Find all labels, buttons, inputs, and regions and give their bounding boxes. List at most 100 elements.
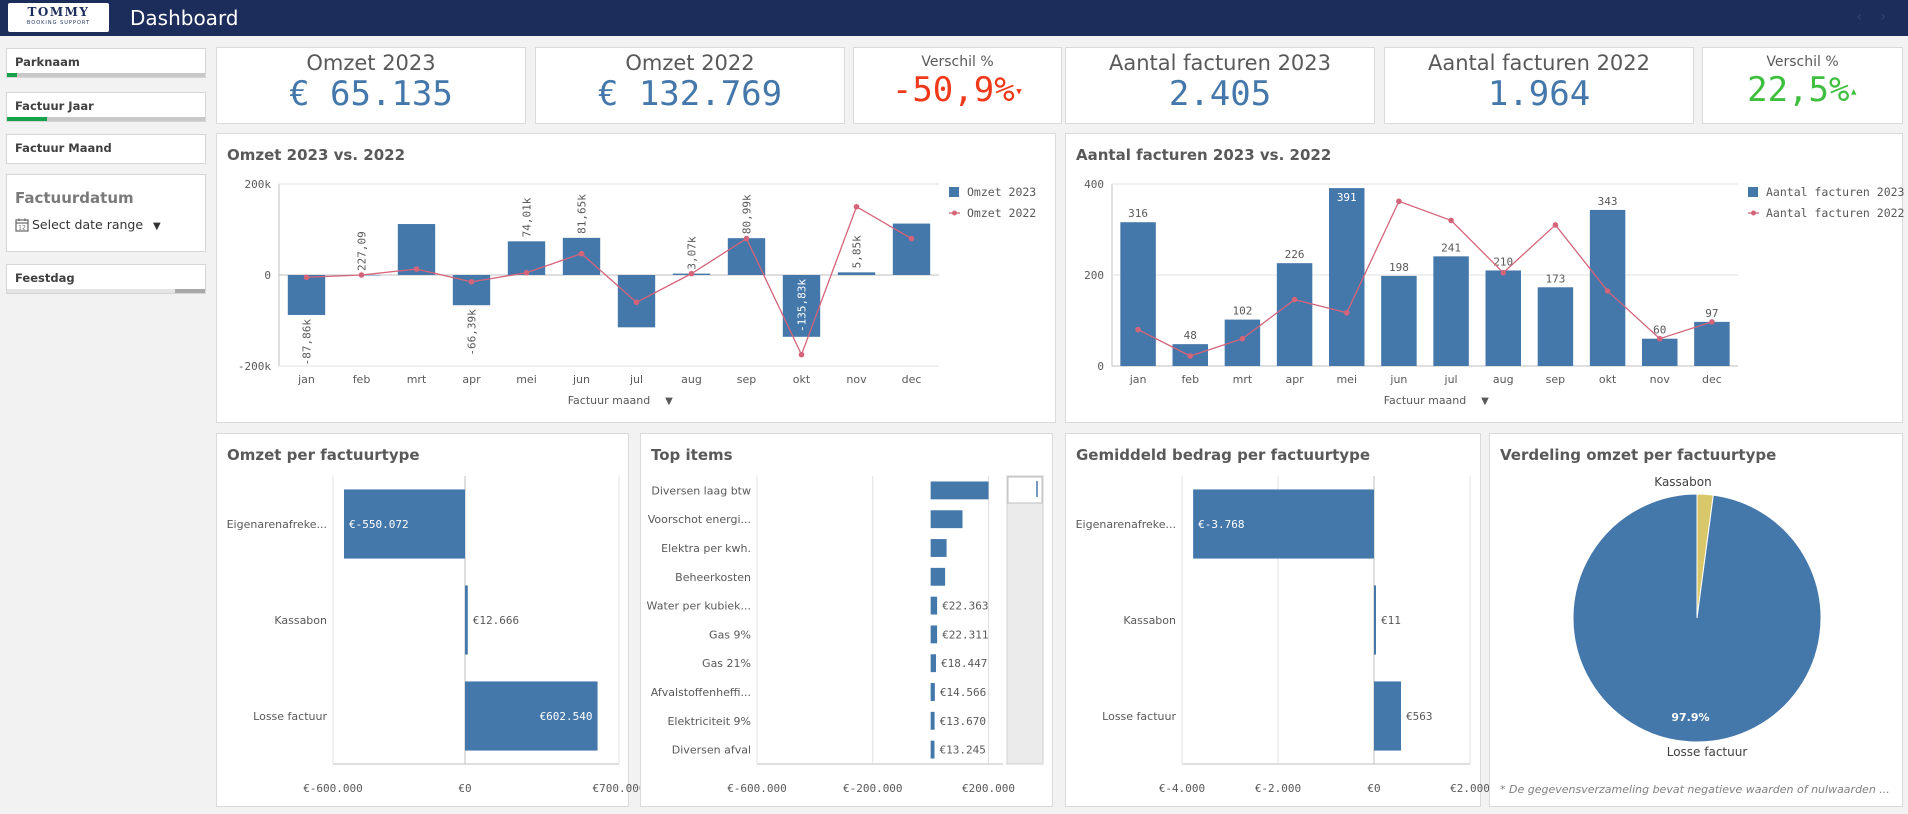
data-label: €11 xyxy=(1381,614,1401,627)
chart-omzet-per-factuurtype[interactable]: Omzet per factuurtype €-600.000 €0 €700.00… xyxy=(216,433,645,808)
filter-label: Feestdag xyxy=(15,271,75,285)
x-tick-label: mei xyxy=(516,373,537,386)
hbar-chart[interactable]: €-600.000 €-200.000 €200.000 Diversen laag … xyxy=(641,434,1054,808)
kpi-value: 1.964 xyxy=(1487,74,1591,114)
data-label: 227,09 xyxy=(356,231,369,271)
scrollbar[interactable] xyxy=(1006,475,1044,765)
x-tick-label: jul xyxy=(629,373,643,386)
category-label: Beheerkosten xyxy=(675,571,751,584)
chart-title: Verdeling omzet per factuurtype xyxy=(1500,446,1777,464)
bar xyxy=(343,489,465,559)
bar xyxy=(930,711,935,730)
y-tick-label: 400 xyxy=(1084,178,1104,191)
kpi-omzet-2022[interactable]: Omzet 2022 € 132.769 xyxy=(535,47,845,124)
x-tick-label: mrt xyxy=(1233,373,1253,386)
svg-text:12: 12 xyxy=(18,225,26,232)
x-tick-label: nov xyxy=(1650,373,1671,386)
kpi-verschil-facturen[interactable]: Verschil % 22,5%▴ xyxy=(1702,47,1903,124)
data-label: €563 xyxy=(1406,710,1433,723)
filter-parknaam[interactable]: Parknaam xyxy=(6,48,206,78)
data-label: 48 xyxy=(1184,329,1197,342)
chevron-down-icon[interactable]: ▼ xyxy=(153,221,161,232)
x-tick-label: sep xyxy=(1546,373,1565,386)
chart-top-items[interactable]: Top items €-600.000 €-200.000 €200.000 Dive… xyxy=(640,433,1053,807)
x-tick-label: okt xyxy=(1599,373,1617,386)
data-label: €13.245 xyxy=(939,744,985,757)
x-tick-label: aug xyxy=(681,373,702,386)
line-point xyxy=(1604,288,1611,294)
bar xyxy=(1329,188,1365,366)
x-axis-label: Factuur maand xyxy=(1384,394,1467,407)
line-point xyxy=(1656,335,1663,342)
legend-label: Omzet 2023 xyxy=(967,185,1036,199)
chart-title: Aantal facturen 2023 vs. 2022 xyxy=(1076,146,1332,164)
bar xyxy=(930,596,938,615)
kpi-value: € 65.135 xyxy=(289,74,453,114)
previous-sheet-icon[interactable]: ‹ xyxy=(1856,9,1862,25)
chart-aantal-facturen-2023-vs-2022[interactable]: Aantal facturen 2023 vs. 2022 400 200 0 316… xyxy=(1065,133,1905,424)
bar xyxy=(930,683,935,701)
chart-verdeling-omzet[interactable]: Verdeling omzet per factuurtype 97.9% Kas… xyxy=(1489,433,1903,807)
filter-progress-fill xyxy=(7,73,17,77)
logo-text: TOMMY xyxy=(27,5,90,19)
arrow-up-icon: ▴ xyxy=(1849,83,1858,100)
x-tick-label: €-600.000 xyxy=(303,782,363,795)
legend-swatch xyxy=(949,187,959,197)
category-label: Gas 21% xyxy=(702,657,751,670)
data-label: 343 xyxy=(1598,195,1618,208)
data-label: 74,01k xyxy=(521,197,534,237)
category-label: Eigenarenafreke... xyxy=(227,518,327,531)
kpi-omzet-2023[interactable]: Omzet 2023 € 65.135 xyxy=(216,47,526,124)
data-label: 5,85k xyxy=(851,235,864,268)
category-label: Losse factuur xyxy=(253,710,327,723)
combo-chart[interactable]: 200k 0 -200k -87,86k jan feb mrt -66,39k apr 74,0… xyxy=(217,134,1057,424)
filter-progress-track xyxy=(7,289,205,293)
line-point xyxy=(1343,309,1350,316)
filter-factuur-maand[interactable]: Factuur Maand xyxy=(6,134,206,164)
filter-factuur-jaar[interactable]: Factuur Jaar xyxy=(6,92,206,122)
next-sheet-icon[interactable]: › xyxy=(1880,9,1886,25)
line-point xyxy=(303,274,310,281)
data-label: -66,39k xyxy=(466,309,479,356)
bar xyxy=(1276,263,1313,366)
kpi-value: € 132.769 xyxy=(597,74,783,114)
date-filter-title: Factuurdatum xyxy=(15,189,134,207)
bar xyxy=(930,481,989,500)
pie-chart[interactable]: 97.9% Kassabon Losse factuur xyxy=(1490,434,1904,808)
bar xyxy=(930,539,947,557)
category-label: Diversen laag btw xyxy=(651,484,751,497)
filter-progress-fill xyxy=(175,289,205,293)
x-tick-label: jul xyxy=(1444,373,1458,386)
y-tick-label: 0 xyxy=(1097,360,1104,373)
data-label: -87,86k xyxy=(301,319,314,366)
data-label: 102 xyxy=(1232,305,1252,318)
kpi-aantal-facturen-2022[interactable]: Aantal facturen 2022 1.964 xyxy=(1384,47,1694,124)
combo-chart[interactable]: 400 200 0 316 jan 48 feb 102 mrt 226 apr 391 mei 198 j… xyxy=(1066,134,1904,424)
bar xyxy=(1120,222,1156,366)
chart-title: Top items xyxy=(651,446,733,464)
x-tick-label: jun xyxy=(572,373,590,386)
kpi-aantal-facturen-2023[interactable]: Aantal facturen 2023 2.405 xyxy=(1065,47,1375,124)
date-range-picker[interactable]: 12 Select date range ▼ xyxy=(15,217,161,232)
legend-label: Omzet 2022 xyxy=(967,206,1036,220)
y-tick-label: 200k xyxy=(245,178,272,191)
x-tick-label: mrt xyxy=(407,373,427,386)
chevron-down-icon: ▼ xyxy=(665,396,673,407)
line-point xyxy=(468,279,475,285)
hbar-chart[interactable]: €-4.000 €-2.000 €0 €2.000 Eigenarenafreke...… xyxy=(1066,434,1490,808)
data-label: €602.540 xyxy=(540,710,593,723)
line-point xyxy=(853,203,860,210)
hbar-chart[interactable]: €-600.000 €0 €700.000 Eigenarenafreke... €-5… xyxy=(217,434,645,808)
bar xyxy=(1694,321,1730,366)
filter-label: Parknaam xyxy=(15,55,80,69)
line-point xyxy=(578,250,585,257)
data-label: 80,99k xyxy=(741,194,754,234)
kpi-title: Verschil % xyxy=(921,54,994,70)
tommy-logo[interactable]: TOMMY BOOKING SUPPORT xyxy=(8,3,109,32)
y-tick-label: 200 xyxy=(1084,269,1104,282)
filter-feestdag[interactable]: Feestdag xyxy=(6,264,206,294)
chart-gemiddeld-bedrag[interactable]: Gemiddeld bedrag per factuurtype €-4.000… xyxy=(1065,433,1490,808)
line-point xyxy=(688,270,695,277)
kpi-verschil-omzet[interactable]: Verschil % -50,9%▾ xyxy=(853,47,1062,124)
chart-omzet-2023-vs-2022[interactable]: Omzet 2023 vs. 2022 200k 0 -200k -87,86k jan… xyxy=(216,133,1056,423)
